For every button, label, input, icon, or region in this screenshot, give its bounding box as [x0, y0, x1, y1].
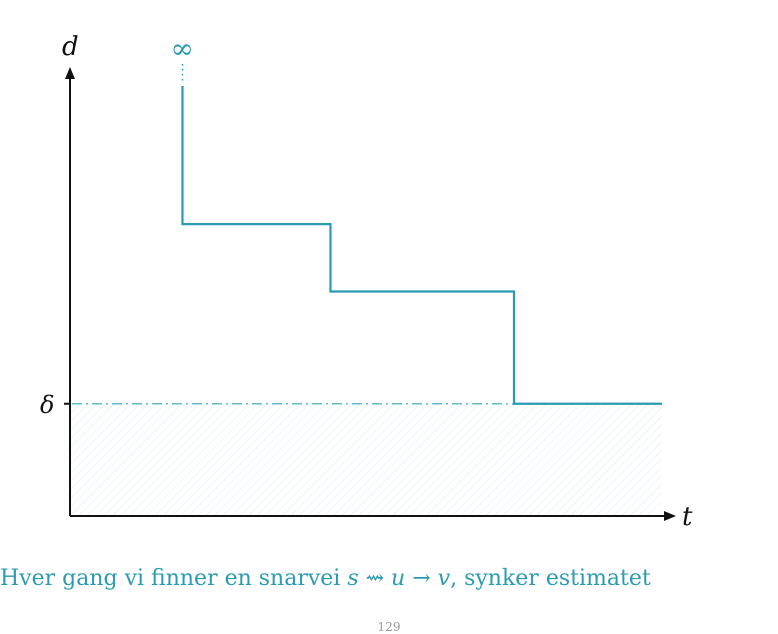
caption-text-end: , synker estimatet	[450, 566, 651, 591]
caption-text: Hver gang vi finner en snarvei	[0, 566, 348, 591]
y-tick-label-delta: δ	[40, 391, 54, 419]
caption-math: s ⇝ u → v	[347, 566, 451, 591]
shaded-region	[71, 403, 662, 515]
x-axis-arrow	[664, 511, 676, 521]
y-axis-arrow	[65, 67, 75, 79]
page-number: 129	[377, 620, 401, 634]
chart: d t δ ∞	[40, 32, 693, 532]
caption: Hver gang vi finner en snarvei s ⇝ u → v…	[0, 566, 778, 591]
step-series-line	[181, 86, 662, 405]
infinity-label: ∞	[170, 32, 193, 65]
x-axis-label: t	[682, 502, 693, 532]
y-axis-label: d	[62, 32, 79, 62]
